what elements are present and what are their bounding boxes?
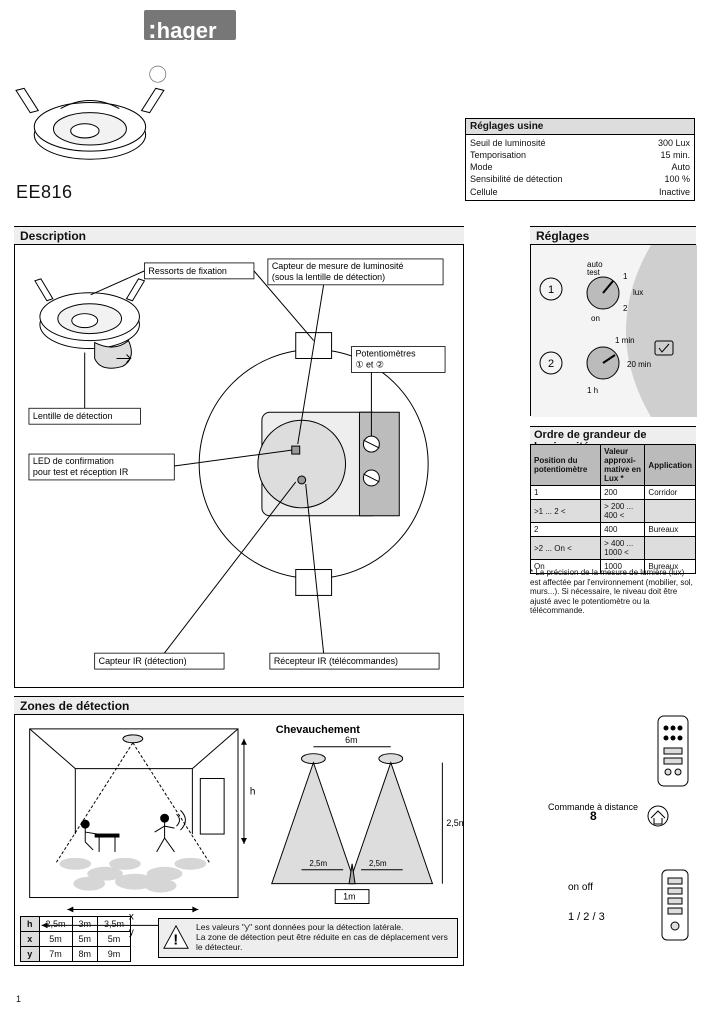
svg-text:pour test et réception IR: pour test et réception IR [33,467,129,477]
svg-text:6m: 6m [345,735,357,745]
product-code: EE816 [16,182,73,203]
section-reglages-head: Réglages [530,226,696,245]
section-description-head: Description [14,226,464,245]
section-zones-head: Zones de détection [14,696,464,715]
svg-text:① et ②: ① et ② [355,359,383,369]
factory-row: Seuil de luminosité300 Lux [470,137,690,149]
svg-text:2: 2 [623,304,628,313]
svg-text:1: 1 [623,272,628,281]
svg-text:(sous la lentille de détection: (sous la lentille de détection) [272,272,385,282]
reglages-panel: 1 auto test 1 lux 2 on 2 1 min 20 min 1 … [530,244,696,416]
svg-text:2: 2 [548,358,554,370]
svg-text:2,5m: 2,5m [309,859,327,868]
lux-row: >2 ... On <> 400 ... 1000 < [531,537,696,560]
svg-text:1 h: 1 h [587,386,598,395]
dim-row: x5m5m5m [21,932,131,947]
page-number: 1 [16,994,21,1004]
detector-side-drawing [35,279,145,368]
factory-row: ModeAuto [470,161,690,173]
factory-settings-title: Réglages usine [466,119,694,135]
lux-th: Valeur approxi- mative en Lux * [601,445,645,486]
brand-dots: : [148,14,155,45]
room-drawing: h x y [30,729,256,938]
lux-note: * La précision de la mesure de lumière (… [530,568,696,616]
svg-text:Ressorts de fixation: Ressorts de fixation [148,266,227,276]
lux-table: Position du potentiomètreValeur approxi-… [530,444,696,574]
product-illustration [14,62,176,182]
svg-text:h: h [250,786,256,797]
svg-text:LED de confirmation: LED de confirmation [33,456,114,466]
brand-logo: : hager [148,14,217,40]
dim-row: h2,5m3m3,5m [21,917,131,932]
svg-text:1 min: 1 min [615,336,635,345]
lux-row: 2400Bureaux [531,523,696,537]
svg-text:20 min: 20 min [627,360,651,369]
lux-row: >1 ... 2 <> 200 ... 400 < [531,500,696,523]
lux-row: 1200Corridor [531,486,696,500]
svg-text:Lentille de détection: Lentille de détection [33,411,113,421]
svg-text:lux: lux [633,288,643,297]
factory-settings-box: Réglages usine Seuil de luminosité300 Lu… [465,118,695,201]
factory-row: Temporisation15 min. [470,149,690,161]
svg-text:!: ! [173,932,178,949]
svg-text:Récepteur IR (télécommandes): Récepteur IR (télécommandes) [274,656,398,666]
description-panel: Ressorts de fixation Capteur de mesure d… [14,244,464,688]
house-icon [648,806,668,826]
lux-th: Position du potentiomètre [531,445,601,486]
svg-text:1 / 2 / 3: 1 / 2 / 3 [568,911,605,923]
svg-text:Potentiomètres: Potentiomètres [355,348,416,358]
remote-block: Commande à distance 8 on off 1 / 2 / 3 [490,710,700,960]
svg-text:Capteur de mesure de luminosit: Capteur de mesure de luminosité [272,261,404,271]
overlap-drawing: Chevauchement 6m 2,5m 2,5m 2,5m [272,724,463,904]
warning-text: Les valeurs "y" sont données pour la dét… [196,923,454,952]
svg-text:Capteur IR (détection): Capteur IR (détection) [99,656,187,666]
svg-text:8: 8 [590,809,597,823]
lux-th: Application [645,445,696,486]
dimension-table: h2,5m3m3,5mx5m5m5my7m8m9m [20,916,131,962]
svg-text:2,5m: 2,5m [446,818,463,828]
factory-settings-body: Seuil de luminosité300 LuxTemporisation1… [466,135,694,200]
svg-text:1m: 1m [343,892,355,902]
factory-row: Sensibilité de détection100 % [470,173,690,185]
factory-row: CelluleInactive [470,186,690,198]
page: : hager EE816 Réglages usine Seuil de lu… [0,0,723,1024]
warning-box: ! Les valeurs "y" sont données pour la d… [158,918,458,958]
brand-name: hager [157,18,217,44]
svg-text:2,5m: 2,5m [369,859,387,868]
svg-text:on off: on off [568,882,593,893]
svg-text:on: on [591,314,600,323]
svg-text:1: 1 [548,284,554,296]
dim-row: y7m8m9m [21,947,131,962]
svg-text:test: test [587,268,601,277]
warning-icon: ! [162,924,190,952]
